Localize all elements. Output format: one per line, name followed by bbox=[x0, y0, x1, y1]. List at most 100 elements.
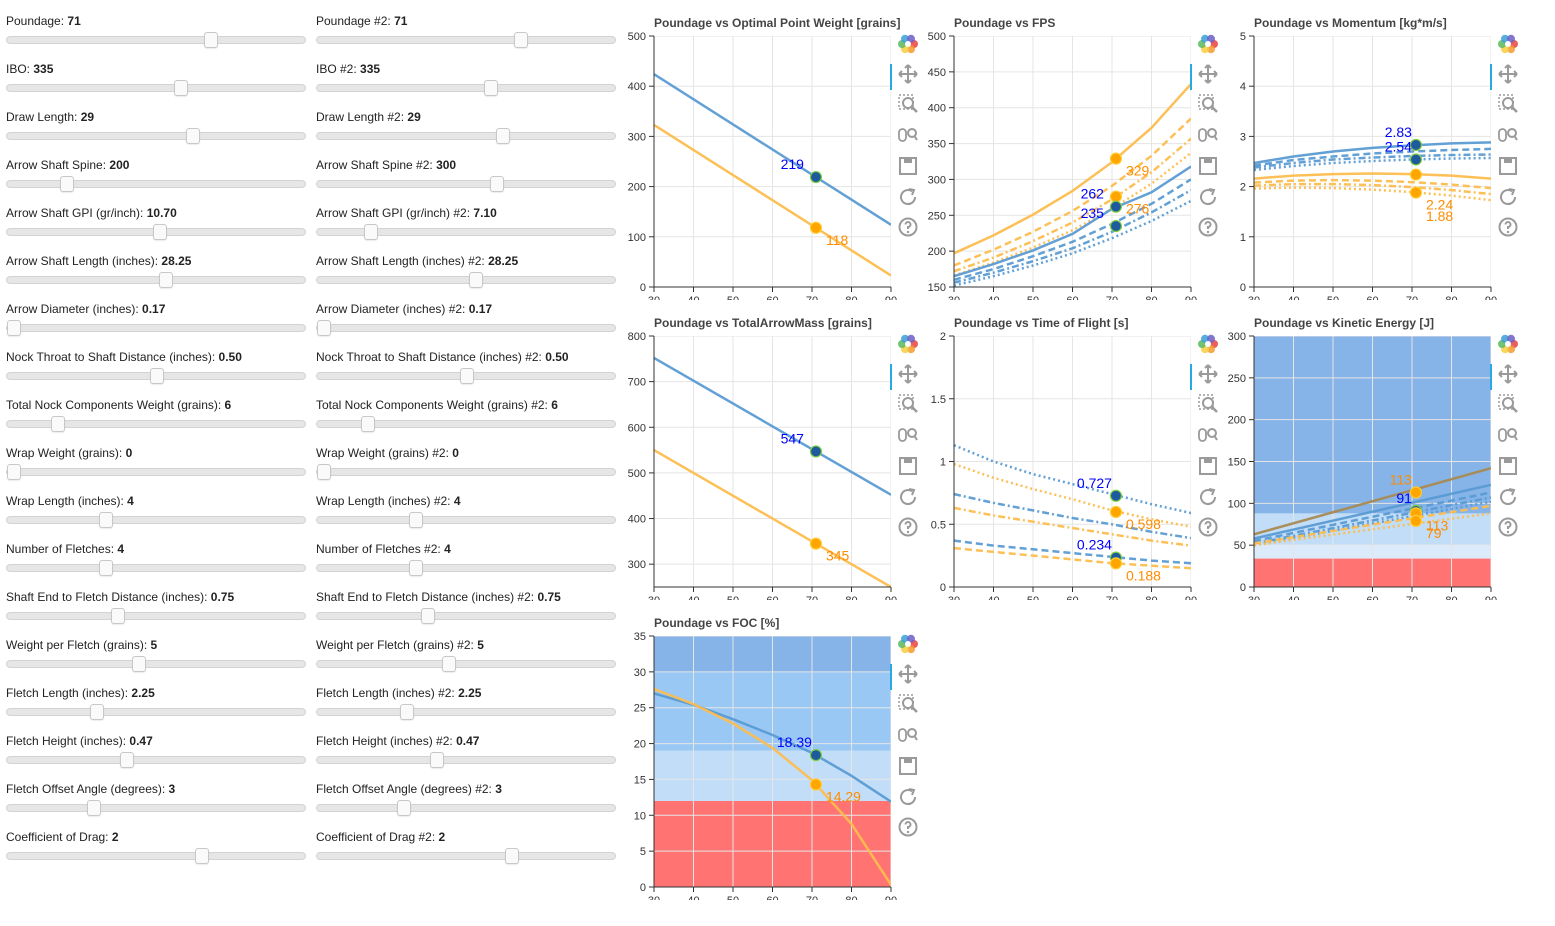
slider-track[interactable] bbox=[316, 704, 616, 720]
slider-handle[interactable] bbox=[460, 368, 474, 384]
slider-track[interactable] bbox=[316, 848, 616, 864]
slider-handle[interactable] bbox=[430, 752, 444, 768]
slider-track[interactable] bbox=[316, 32, 616, 48]
slider-track[interactable] bbox=[6, 32, 306, 48]
slider-track[interactable] bbox=[316, 512, 616, 528]
slider-handle[interactable] bbox=[496, 128, 510, 144]
box-zoom-icon[interactable] bbox=[896, 392, 920, 416]
pan-icon[interactable] bbox=[890, 362, 920, 390]
slider-track[interactable] bbox=[6, 416, 306, 432]
slider-handle[interactable] bbox=[132, 656, 146, 672]
help-icon[interactable] bbox=[1496, 215, 1520, 239]
slider-handle[interactable] bbox=[409, 512, 423, 528]
slider-track[interactable] bbox=[316, 608, 616, 624]
wheel-zoom-icon[interactable] bbox=[1496, 423, 1520, 447]
reset-icon[interactable] bbox=[896, 485, 920, 509]
pan-icon[interactable] bbox=[1190, 62, 1220, 90]
wheel-zoom-icon[interactable] bbox=[1196, 123, 1220, 147]
slider-handle[interactable] bbox=[7, 464, 21, 480]
slider-track[interactable] bbox=[6, 560, 306, 576]
save-icon[interactable] bbox=[1496, 154, 1520, 178]
box-zoom-icon[interactable] bbox=[896, 92, 920, 116]
save-icon[interactable] bbox=[1496, 454, 1520, 478]
pan-icon[interactable] bbox=[890, 662, 920, 690]
box-zoom-icon[interactable] bbox=[1496, 392, 1520, 416]
slider-handle[interactable] bbox=[159, 272, 173, 288]
help-icon[interactable] bbox=[896, 815, 920, 839]
slider-handle[interactable] bbox=[397, 800, 411, 816]
slider-track[interactable] bbox=[6, 800, 306, 816]
slider-handle[interactable] bbox=[484, 80, 498, 96]
slider-handle[interactable] bbox=[505, 848, 519, 864]
help-icon[interactable] bbox=[896, 515, 920, 539]
slider-track[interactable] bbox=[316, 272, 616, 288]
slider-track[interactable] bbox=[316, 656, 616, 672]
slider-handle[interactable] bbox=[186, 128, 200, 144]
slider-track[interactable] bbox=[6, 656, 306, 672]
save-icon[interactable] bbox=[896, 454, 920, 478]
save-icon[interactable] bbox=[896, 154, 920, 178]
slider-handle[interactable] bbox=[364, 224, 378, 240]
slider-track[interactable] bbox=[6, 320, 306, 336]
save-icon[interactable] bbox=[1196, 154, 1220, 178]
slider-handle[interactable] bbox=[421, 608, 435, 624]
slider-handle[interactable] bbox=[400, 704, 414, 720]
reset-icon[interactable] bbox=[896, 785, 920, 809]
slider-track[interactable] bbox=[6, 464, 306, 480]
reset-icon[interactable] bbox=[1496, 185, 1520, 209]
box-zoom-icon[interactable] bbox=[1196, 392, 1220, 416]
slider-handle[interactable] bbox=[153, 224, 167, 240]
slider-track[interactable] bbox=[316, 464, 616, 480]
pan-icon[interactable] bbox=[1490, 362, 1520, 390]
slider-handle[interactable] bbox=[51, 416, 65, 432]
slider-track[interactable] bbox=[6, 224, 306, 240]
slider-handle[interactable] bbox=[60, 176, 74, 192]
slider-track[interactable] bbox=[316, 416, 616, 432]
slider-handle[interactable] bbox=[99, 512, 113, 528]
slider-handle[interactable] bbox=[361, 416, 375, 432]
wheel-zoom-icon[interactable] bbox=[1496, 123, 1520, 147]
help-icon[interactable] bbox=[1196, 515, 1220, 539]
save-icon[interactable] bbox=[896, 754, 920, 778]
slider-track[interactable] bbox=[316, 320, 616, 336]
slider-track[interactable] bbox=[6, 704, 306, 720]
slider-track[interactable] bbox=[6, 608, 306, 624]
wheel-zoom-icon[interactable] bbox=[1196, 423, 1220, 447]
slider-track[interactable] bbox=[316, 368, 616, 384]
slider-handle[interactable] bbox=[90, 704, 104, 720]
slider-handle[interactable] bbox=[150, 368, 164, 384]
reset-icon[interactable] bbox=[1196, 185, 1220, 209]
box-zoom-icon[interactable] bbox=[1196, 92, 1220, 116]
pan-icon[interactable] bbox=[890, 62, 920, 90]
slider-track[interactable] bbox=[6, 272, 306, 288]
pan-icon[interactable] bbox=[1490, 62, 1520, 90]
slider-track[interactable] bbox=[316, 176, 616, 192]
slider-track[interactable] bbox=[6, 848, 306, 864]
slider-handle[interactable] bbox=[87, 800, 101, 816]
slider-track[interactable] bbox=[6, 80, 306, 96]
reset-icon[interactable] bbox=[1196, 485, 1220, 509]
slider-handle[interactable] bbox=[442, 656, 456, 672]
wheel-zoom-icon[interactable] bbox=[896, 123, 920, 147]
slider-track[interactable] bbox=[6, 512, 306, 528]
help-icon[interactable] bbox=[1496, 515, 1520, 539]
slider-track[interactable] bbox=[316, 800, 616, 816]
slider-track[interactable] bbox=[316, 560, 616, 576]
slider-track[interactable] bbox=[6, 176, 306, 192]
slider-track[interactable] bbox=[316, 224, 616, 240]
wheel-zoom-icon[interactable] bbox=[896, 423, 920, 447]
reset-icon[interactable] bbox=[1496, 485, 1520, 509]
help-icon[interactable] bbox=[896, 215, 920, 239]
slider-handle[interactable] bbox=[317, 320, 331, 336]
slider-track[interactable] bbox=[316, 80, 616, 96]
wheel-zoom-icon[interactable] bbox=[896, 723, 920, 747]
slider-handle[interactable] bbox=[174, 80, 188, 96]
slider-handle[interactable] bbox=[111, 608, 125, 624]
slider-track[interactable] bbox=[316, 128, 616, 144]
slider-handle[interactable] bbox=[7, 320, 21, 336]
slider-handle[interactable] bbox=[99, 560, 113, 576]
save-icon[interactable] bbox=[1196, 454, 1220, 478]
slider-handle[interactable] bbox=[317, 464, 331, 480]
slider-handle[interactable] bbox=[204, 32, 218, 48]
slider-track[interactable] bbox=[316, 752, 616, 768]
